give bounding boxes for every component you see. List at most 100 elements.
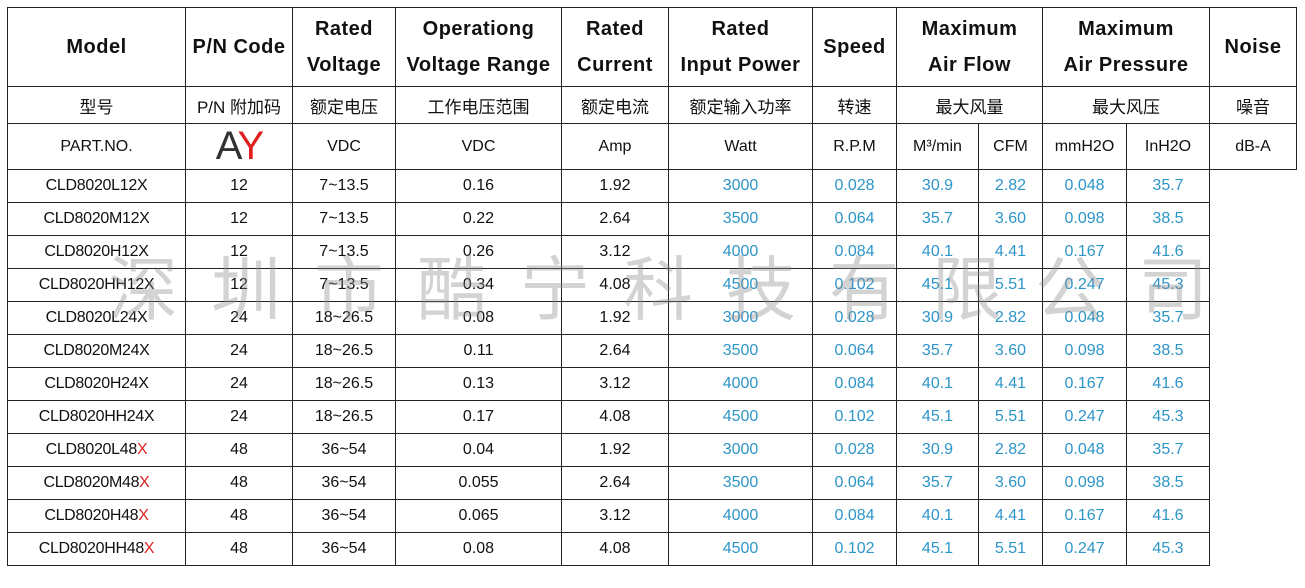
table-row: CLD8020M24X 24 18~26.5 0.11 2.64 3500 0.064 35.…: [7, 334, 1297, 368]
pressure-mm-cell: 5.51: [978, 532, 1043, 566]
speed-cell: 3000: [668, 433, 813, 467]
voltage-cell: 48: [185, 532, 293, 566]
noise-cell: 45.3: [1126, 268, 1210, 302]
pressure-mm-cell: 5.51: [978, 268, 1043, 302]
flow-m3-cell: 0.028: [812, 169, 897, 203]
model-suffix: X: [139, 210, 150, 227]
model-suffix: X: [143, 408, 155, 425]
speed-cell: 4000: [668, 235, 813, 269]
table-row: CLD8020HH12X 12 7~13.5 0.34 4.08 4500 0.102 45.…: [7, 268, 1297, 302]
model-prefix: CLD8020H48: [44, 507, 139, 524]
ay-logo: AY: [215, 124, 264, 169]
range-cell: 18~26.5: [292, 301, 396, 335]
power-cell: 2.64: [561, 202, 669, 236]
unit-model: PART.NO.: [7, 123, 186, 170]
units-row: PART.NO. AY VDC VDC Amp Watt R.P.M M³/mi…: [7, 123, 1297, 170]
power-cell: 3.12: [561, 367, 669, 401]
unit-power: Watt: [668, 123, 813, 170]
pressure-in-cell: 0.167: [1042, 499, 1127, 533]
cn-operating-range: 工作电压范围: [395, 86, 562, 124]
range-cell: 7~13.5: [292, 268, 396, 302]
voltage-cell: 12: [185, 202, 293, 236]
model-suffix: X: [138, 243, 149, 260]
pressure-mm-cell: 3.60: [978, 466, 1043, 500]
chinese-header-row: 型号 P/N 附加码 额定电压 工作电压范围 额定电流 额定输入功率 转速 最大…: [7, 86, 1297, 124]
noise-cell: 35.7: [1126, 433, 1210, 467]
cn-max-pressure: 最大风压: [1042, 86, 1210, 124]
flow-cfm-cell: 45.1: [896, 532, 979, 566]
table-row: CLD8020L24X 24 18~26.5 0.08 1.92 3000 0.028 30.…: [7, 301, 1297, 335]
flow-m3-cell: 0.084: [812, 367, 897, 401]
cn-model: 型号: [7, 86, 186, 124]
power-cell: 1.92: [561, 301, 669, 335]
pressure-in-cell: 0.048: [1042, 433, 1127, 467]
noise-cell: 45.3: [1126, 400, 1210, 434]
cn-max-airflow: 最大风量: [896, 86, 1043, 124]
header-rated-voltage: Rated Voltage: [292, 7, 396, 87]
range-cell: 7~13.5: [292, 202, 396, 236]
speed-cell: 4000: [668, 367, 813, 401]
unit-flow-cfm: CFM: [978, 123, 1043, 170]
flow-m3-cell: 0.028: [812, 433, 897, 467]
model-prefix: CLD8020L24: [45, 309, 138, 326]
model-cell: CLD8020H24X: [7, 367, 186, 401]
model-cell: CLD8020H12X: [7, 235, 186, 269]
voltage-cell: 24: [185, 400, 293, 434]
model-prefix: CLD8020H24: [44, 375, 139, 392]
flow-cfm-cell: 45.1: [896, 268, 979, 302]
unit-speed: R.P.M: [812, 123, 897, 170]
model-suffix: X: [143, 540, 155, 557]
model-prefix: CLD8020M24: [43, 342, 140, 359]
speed-cell: 3500: [668, 466, 813, 500]
flow-cfm-cell: 35.7: [896, 334, 979, 368]
noise-cell: 41.6: [1126, 499, 1210, 533]
flow-m3-cell: 0.064: [812, 334, 897, 368]
pressure-in-cell: 0.167: [1042, 235, 1127, 269]
flow-cfm-cell: 40.1: [896, 499, 979, 533]
model-prefix: CLD8020L12: [45, 177, 138, 194]
pressure-mm-cell: 3.60: [978, 202, 1043, 236]
model-suffix: X: [136, 441, 148, 458]
range-cell: 18~26.5: [292, 334, 396, 368]
table-row: CLD8020H48X 48 36~54 0.065 3.12 4000 0.084 40.1…: [7, 499, 1297, 533]
power-cell: 2.64: [561, 334, 669, 368]
model-cell: CLD8020L48X: [7, 433, 186, 467]
unit-noise: dB-A: [1209, 123, 1297, 170]
flow-cfm-cell: 35.7: [896, 202, 979, 236]
noise-cell: 45.3: [1126, 532, 1210, 566]
flow-cfm-cell: 35.7: [896, 466, 979, 500]
cn-noise: 噪音: [1209, 86, 1297, 124]
table-row: CLD8020M12X 12 7~13.5 0.22 2.64 3500 0.064 35.7…: [7, 202, 1297, 236]
model-cell: CLD8020HH48X: [7, 532, 186, 566]
voltage-cell: 24: [185, 334, 293, 368]
model-cell: CLD8020M12X: [7, 202, 186, 236]
current-cell: 0.065: [395, 499, 562, 533]
speed-cell: 3000: [668, 301, 813, 335]
model-prefix: CLD8020HH24: [38, 408, 145, 425]
voltage-cell: 12: [185, 235, 293, 269]
table-row: CLD8020H24X 24 18~26.5 0.13 3.12 4000 0.084 40.…: [7, 367, 1297, 401]
current-cell: 0.26: [395, 235, 562, 269]
header-rated-power: Rated Input Power: [668, 7, 813, 87]
flow-m3-cell: 0.102: [812, 400, 897, 434]
speed-cell: 3500: [668, 334, 813, 368]
model-prefix: CLD8020M48: [43, 474, 140, 491]
model-suffix: X: [138, 507, 149, 524]
range-cell: 36~54: [292, 499, 396, 533]
noise-cell: 35.7: [1126, 169, 1210, 203]
flow-cfm-cell: 30.9: [896, 433, 979, 467]
current-cell: 0.055: [395, 466, 562, 500]
header-max-airflow: Maximum Air Flow: [896, 7, 1043, 87]
pressure-in-cell: 0.048: [1042, 301, 1127, 335]
voltage-cell: 12: [185, 169, 293, 203]
current-cell: 0.08: [395, 532, 562, 566]
speed-cell: 4000: [668, 499, 813, 533]
flow-m3-cell: 0.064: [812, 466, 897, 500]
pressure-mm-cell: 2.82: [978, 301, 1043, 335]
current-cell: 0.04: [395, 433, 562, 467]
unit-current: Amp: [561, 123, 669, 170]
pressure-in-cell: 0.247: [1042, 268, 1127, 302]
range-cell: 18~26.5: [292, 400, 396, 434]
table-row: CLD8020L12X 12 7~13.5 0.16 1.92 3000 0.028 30.9…: [7, 169, 1297, 203]
table-row: CLD8020H12X 12 7~13.5 0.26 3.12 4000 0.084 40.1…: [7, 235, 1297, 269]
